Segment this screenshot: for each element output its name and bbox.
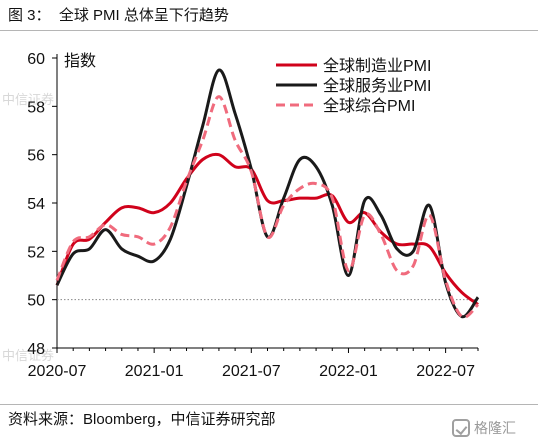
y-tick-label: 54 — [27, 196, 45, 213]
watermark-text: 格隆汇 — [474, 420, 516, 436]
composite-pmi-line — [55, 95, 480, 319]
y-tick-label: 56 — [27, 148, 45, 165]
y-tick-label: 52 — [27, 244, 45, 261]
legend: 全球制造业PMI 全球服务业PMI 全球综合PMI — [276, 57, 431, 115]
watermark-mark: 中信证券 — [2, 92, 54, 107]
legend-item-manufacturing: 全球制造业PMI — [276, 57, 431, 75]
x-tick-label: 2020-07 — [28, 363, 87, 380]
manufacturing-pmi-line — [55, 152, 479, 306]
source-note: 资料来源：Bloomberg，中信证券研究部 — [8, 411, 276, 428]
watermark-mark: 中信证券 — [2, 348, 54, 363]
source-rule — [0, 404, 538, 405]
y-tick-label: 60 — [27, 51, 45, 68]
x-tick-label: 2021-07 — [222, 363, 281, 380]
legend-label: 全球服务业PMI — [323, 77, 431, 95]
legend-label: 全球制造业PMI — [323, 57, 431, 75]
axes: 48 50 52 54 56 58 60 2020-07 2021-01 2021-07 2022-… — [27, 51, 479, 380]
title-rule — [0, 30, 538, 31]
legend-label: 全球综合PMI — [323, 97, 415, 115]
figure-title: 图 3： 全球 PMI 总体呈下行趋势 — [8, 7, 229, 24]
y-tick-label: 58 — [27, 99, 45, 116]
legend-item-composite: 全球综合PMI — [276, 97, 415, 115]
y-axis-label: 指数 — [64, 52, 96, 70]
watermark-logo-icon — [452, 419, 470, 437]
x-tick-label: 2022-07 — [416, 363, 475, 380]
x-tick-label: 2021-01 — [125, 363, 184, 380]
series-layer — [55, 68, 480, 319]
x-tick-label: 2022-01 — [319, 363, 378, 380]
watermark-badge: 格隆汇 — [452, 416, 536, 440]
y-tick-label: 48 — [27, 341, 45, 358]
legend-item-services: 全球服务业PMI — [276, 77, 431, 95]
y-tick-label: 50 — [27, 293, 45, 310]
